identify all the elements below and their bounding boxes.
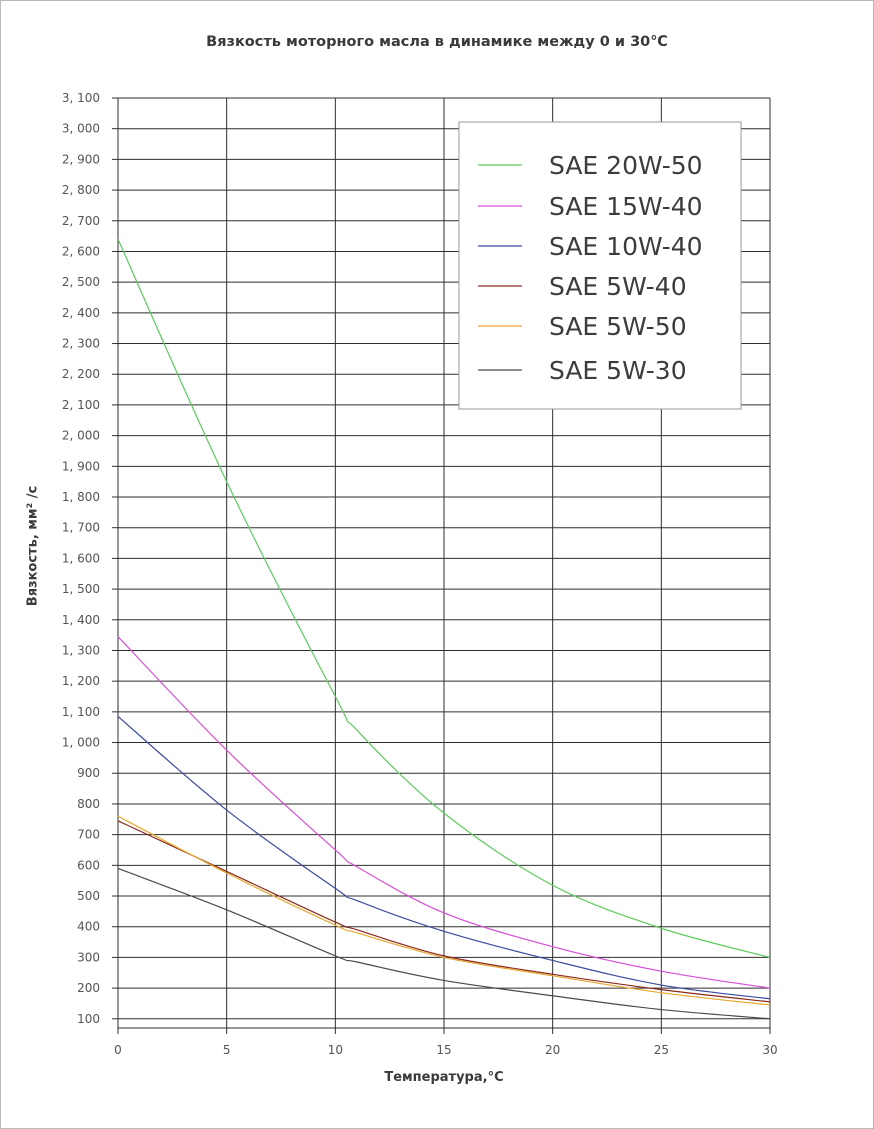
series-lines (117, 238, 771, 1020)
series-line-sae-5w-40 (117, 820, 771, 1003)
legend: SAE 20W-50 SAE 15W-40 SAE 10W-40 SAE 5W-40 S… (458, 121, 742, 410)
y-tick-label: 1, 300 (62, 643, 100, 657)
y-tick-label: 900 (77, 766, 100, 780)
y-tick-label: 500 (77, 889, 100, 903)
x-tick-label: 5 (223, 1043, 231, 1057)
y-tick-label: 300 (77, 950, 100, 964)
x-tick-label: 15 (436, 1043, 451, 1057)
series-line-sae-15w-40 (117, 636, 771, 989)
y-tick-label: 2, 300 (62, 337, 100, 351)
y-tick-label: 2, 600 (62, 244, 100, 258)
y-tick-label: 1, 200 (62, 674, 100, 688)
y-tick-label: 2, 400 (62, 306, 100, 320)
y-tick-label: 100 (77, 1012, 100, 1026)
y-tick-label: 1, 400 (62, 613, 100, 627)
x-tick-labels: 0 5 10 15 20 25 30 (114, 1043, 777, 1057)
y-tick-label: 1, 000 (62, 736, 100, 750)
x-tick-label: 0 (114, 1043, 122, 1057)
y-tick-label: 1, 900 (62, 459, 100, 473)
y-tick-label: 400 (77, 920, 100, 934)
legend-label: SAE 5W-40 (549, 272, 687, 301)
y-tick-label: 700 (77, 828, 100, 842)
legend-box (458, 121, 742, 410)
y-tick-label: 3, 000 (62, 122, 100, 136)
y-tick-label: 1, 500 (62, 582, 100, 596)
y-tick-label: 3, 100 (62, 91, 100, 105)
x-tick-label: 20 (545, 1043, 560, 1057)
y-tick-label: 800 (77, 797, 100, 811)
y-tick-label: 1, 100 (62, 705, 100, 719)
y-tick-label: 1, 700 (62, 521, 100, 535)
x-tick-label: 10 (328, 1043, 343, 1057)
legend-label: SAE 10W-40 (549, 232, 703, 261)
y-tick-label: 600 (77, 858, 100, 872)
axes (112, 97, 771, 1034)
y-tick-label: 1, 800 (62, 490, 100, 504)
legend-label: SAE 20W-50 (549, 151, 703, 180)
series-line-sae-10w-40 (117, 716, 771, 1000)
series-line-sae-5w-30 (117, 867, 771, 1020)
y-tick-label: 2, 900 (62, 152, 100, 166)
y-tick-label: 2, 200 (62, 367, 100, 381)
legend-label: SAE 15W-40 (549, 192, 703, 221)
y-tick-label: 2, 500 (62, 275, 100, 289)
y-tick-label: 2, 800 (62, 183, 100, 197)
x-axis-label: Температура,°С (384, 1070, 504, 1085)
chart-title: Вязкость моторного масла в динамике межд… (206, 34, 668, 50)
legend-label: SAE 5W-50 (549, 312, 687, 341)
series-line-sae-5w-50 (117, 815, 771, 1006)
y-tick-label: 200 (77, 981, 100, 995)
x-tick-label: 30 (762, 1043, 777, 1057)
y-tick-labels: 3, 100 3, 000 2, 900 2, 800 2, 700 2, 600 2, 5… (62, 91, 100, 1026)
series-line-sae-20w-50 (117, 238, 771, 958)
y-tick-label: 1, 600 (62, 551, 100, 565)
y-tick-label: 2, 000 (62, 429, 100, 443)
y-tick-label: 2, 700 (62, 214, 100, 228)
legend-label: SAE 5W-30 (549, 356, 687, 385)
x-tick-label: 25 (654, 1043, 669, 1057)
y-tick-label: 2, 100 (62, 398, 100, 412)
